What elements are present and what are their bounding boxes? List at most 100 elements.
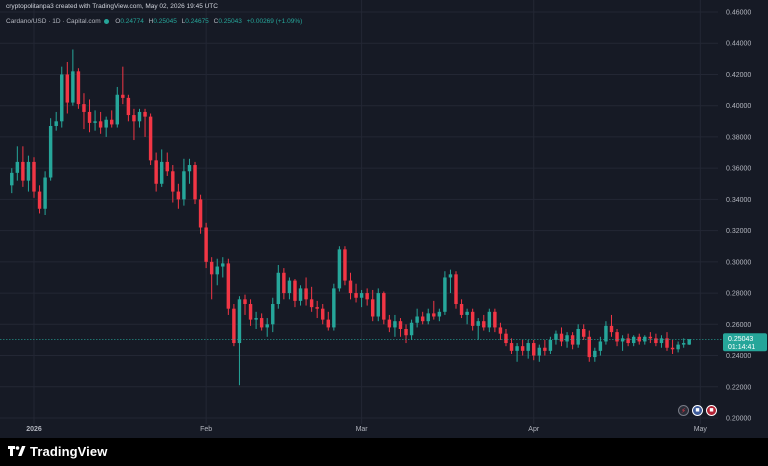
event-flags: ⚡ ■ ■ [678,405,717,416]
candle [409,319,414,340]
candle [654,333,658,347]
candle-body [237,299,242,344]
high-value: 0.25045 [153,18,177,25]
candle [43,171,47,215]
candle-body [93,121,97,123]
candle [215,258,219,286]
candle-body [687,339,691,345]
candle-body [537,347,542,356]
candle-body [443,277,447,312]
price-tick-label: 0.38000 [726,134,751,141]
candle-body [87,111,92,123]
candle-body [387,319,392,328]
candle-body [315,307,319,309]
chart-panel[interactable] [0,0,768,438]
candle-body [659,338,664,344]
candle-body [509,343,514,351]
open-value: 0.24774 [120,18,144,25]
candle [321,304,325,325]
bar-countdown: 01:14:41 [728,344,755,351]
price-tick-label: 0.28000 [726,291,751,298]
candle-body [265,324,269,328]
close-label: C [213,18,219,25]
candle [493,308,497,333]
candle [309,286,314,312]
candle-body [598,341,603,351]
candle-body [559,333,564,342]
symbol-name: Cardano/USD · 1D · Capital.com [6,18,101,25]
price-axis: 0.46000 0.44000 0.42000 0.40000 0.38000 0.360… [726,10,751,423]
candle-body [126,97,131,116]
candle-body [43,177,47,209]
candle [121,66,125,105]
candle-body [132,115,136,122]
candle [454,271,458,309]
price-tick-label: 0.40000 [726,103,751,110]
candle-body [198,199,203,228]
candle [198,194,203,234]
candle-body [548,339,553,351]
candle [587,330,591,362]
candle [48,118,53,181]
candle [132,108,136,141]
candle-body [98,121,103,128]
candle [204,222,208,269]
candle-body [32,161,36,192]
candle [193,161,197,205]
candle [559,327,564,347]
low-value: 0.24675 [185,18,209,25]
candle-body [143,111,147,117]
us-flag-icon-2[interactable]: ■ [706,405,717,416]
candle [282,268,286,300]
candle-body [504,333,508,344]
candle [326,311,331,331]
lightning-icon[interactable]: ⚡ [678,405,689,416]
candle [171,165,175,203]
candle [598,336,603,356]
candle [404,324,408,344]
candle-body [82,104,86,112]
candle [98,111,103,134]
candle [226,258,231,315]
last-price-tag [723,333,767,352]
candle-body [520,346,525,351]
candle [520,339,525,356]
brand-name: TradingView [30,444,108,459]
time-tick-label: Mar [356,426,369,433]
candle [221,257,225,278]
price-tick-label: 0.36000 [726,166,751,173]
candle-body [110,119,114,125]
candle-body [487,311,492,328]
candle-body [159,161,164,184]
price-tick-label: 0.22000 [726,384,751,391]
candle [370,289,375,322]
candle-body [576,328,580,345]
candle [387,314,392,333]
candle [348,272,353,300]
candle [315,300,319,319]
candle-body [459,304,464,315]
candle [648,332,653,344]
candle-body [454,274,458,305]
candle-body [60,74,64,122]
candle [209,257,214,300]
candle-body [293,280,297,301]
candle [615,328,619,347]
open-label: O [115,18,121,25]
candle [420,311,425,325]
candle [554,330,558,345]
candle-body [681,343,686,345]
candlestick-chart[interactable]: 0.46000 0.44000 0.42000 0.40000 0.38000 0.360… [0,0,768,438]
candle-body [15,161,20,173]
us-flag-icon[interactable]: ■ [692,405,703,416]
candle [359,289,364,308]
candle-body [498,327,503,334]
candle [487,308,492,333]
candle [254,311,258,329]
candle [237,296,242,386]
candle [376,288,380,322]
candle [543,339,547,356]
candle-body [493,311,497,328]
candle-body [182,171,186,200]
tradingview-logo[interactable]: TradingView [8,444,107,459]
